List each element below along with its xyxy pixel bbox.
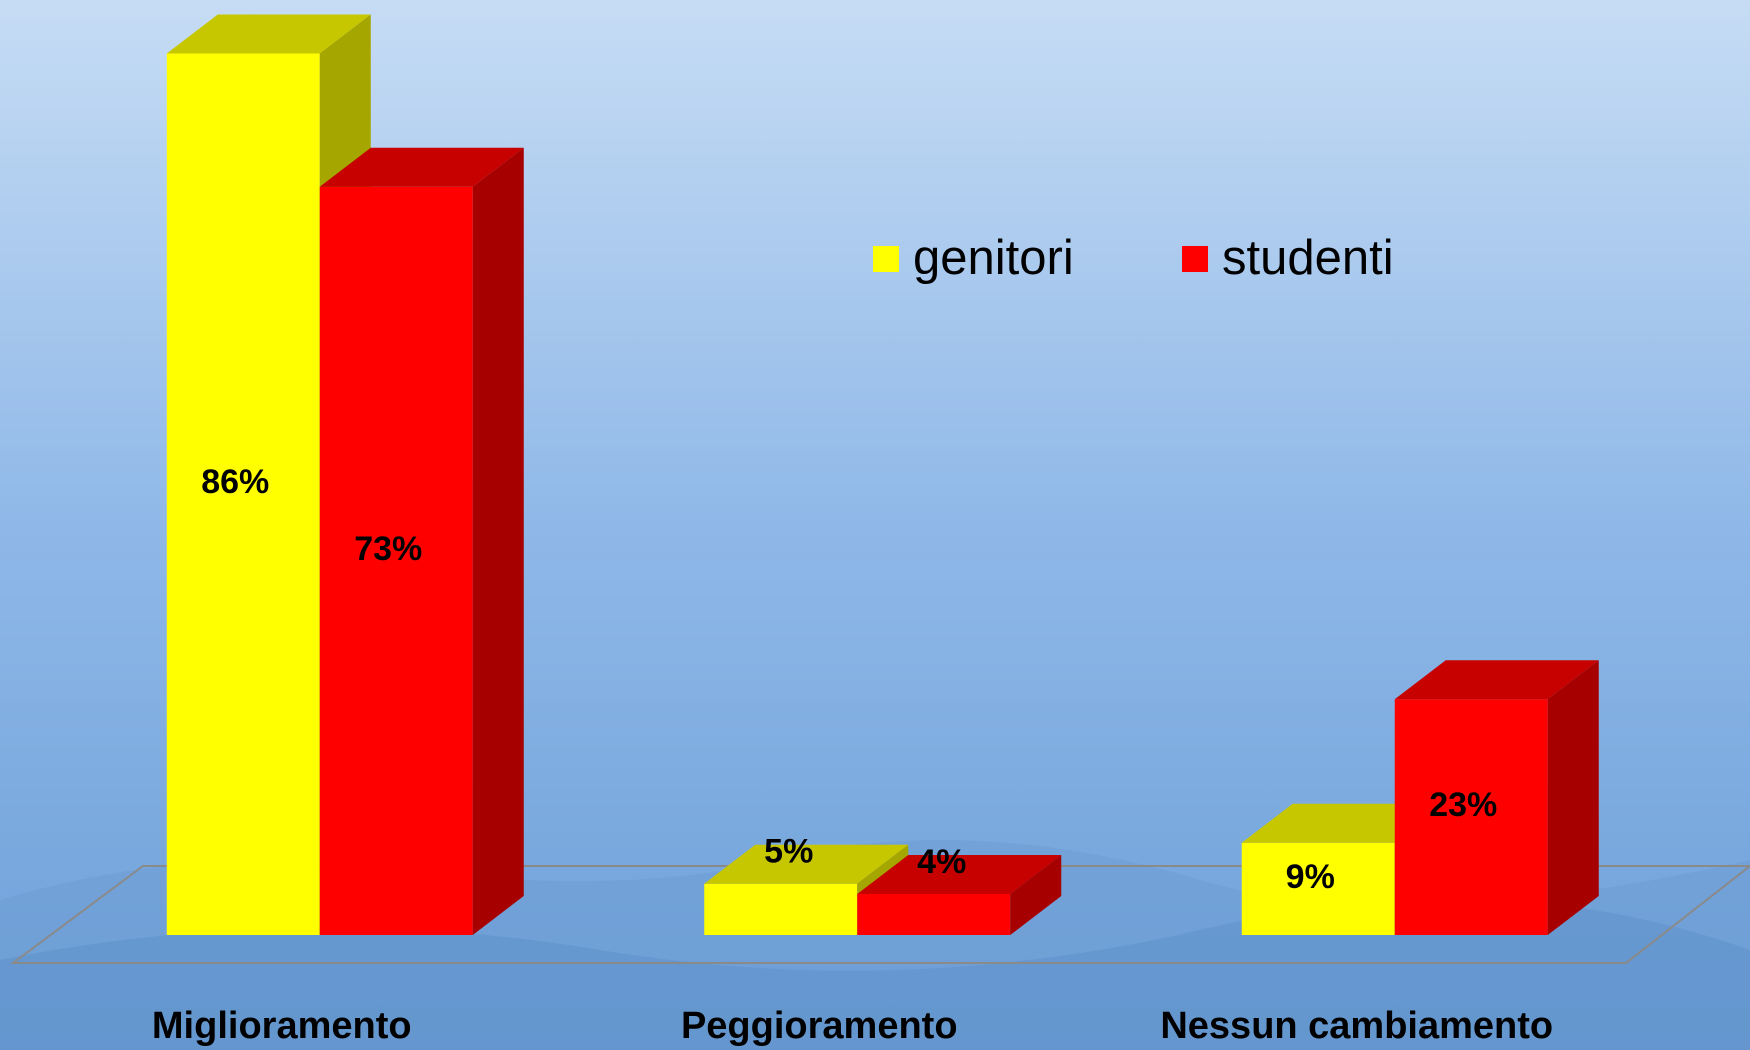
- bar-side: [1548, 660, 1599, 935]
- legend-swatch: [1182, 246, 1208, 272]
- page: {"chart_data": {"type": "bar3d", "catego…: [0, 0, 1750, 1050]
- bar: [704, 884, 857, 935]
- value-label: 73%: [354, 530, 422, 568]
- value-label: 9%: [1286, 858, 1335, 896]
- x-tick-label: Peggioramento: [681, 1005, 958, 1047]
- value-label: 86%: [201, 463, 269, 501]
- bar: [857, 894, 1010, 935]
- legend-swatch: [873, 246, 899, 272]
- bar-side: [473, 148, 524, 935]
- chart: 86% 73% Miglioramento 5% 4% Peggioramento 9% 23…: [0, 0, 1750, 1050]
- x-tick-label: Miglioramento: [152, 1005, 412, 1047]
- legend-label: genitori: [913, 231, 1074, 285]
- legend-label: studenti: [1222, 231, 1394, 285]
- value-label: 5%: [764, 833, 813, 871]
- value-label: 23%: [1429, 786, 1497, 824]
- x-tick-label: Nessun cambiamento: [1160, 1005, 1553, 1047]
- value-label: 4%: [917, 843, 966, 881]
